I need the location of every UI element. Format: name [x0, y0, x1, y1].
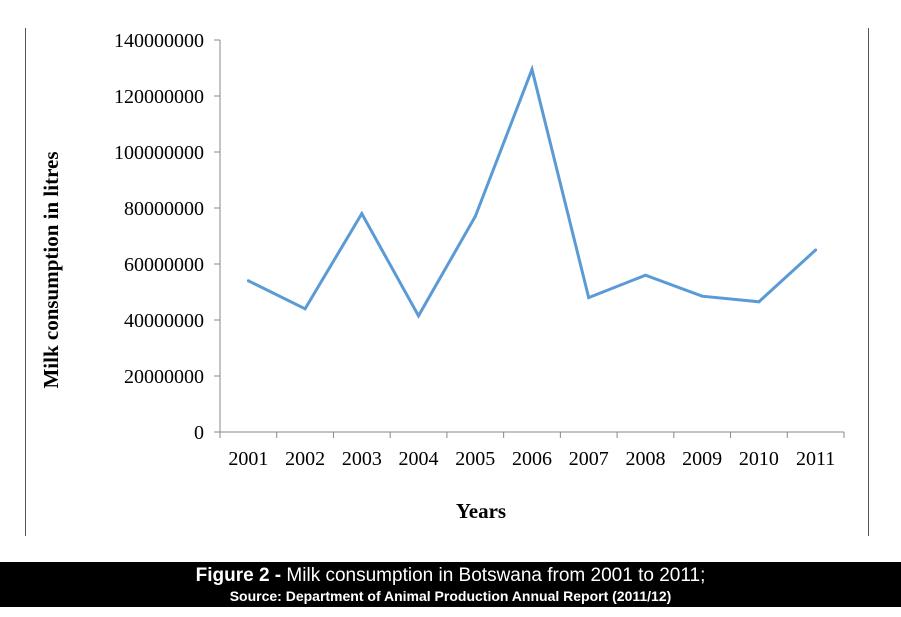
data-series — [246, 64, 818, 319]
y-tick-label: 20000000 — [124, 366, 204, 388]
data-point — [473, 214, 477, 218]
data-point — [757, 300, 761, 304]
figure-caption: Figure 2 - Milk consumption in Botswana … — [0, 562, 901, 607]
data-point — [360, 212, 364, 216]
data-point — [303, 307, 307, 311]
data-point — [530, 67, 534, 71]
axes — [214, 39, 845, 438]
x-tick-label: 2007 — [569, 448, 609, 470]
x-tick-label: 2003 — [342, 448, 382, 470]
data-point — [246, 279, 250, 283]
x-tick-label: 2010 — [739, 448, 779, 470]
data-point — [814, 248, 818, 252]
milk-consumption-line-chart: 0 20000000 40000000 60000000 80000000 1000000… — [39, 30, 845, 523]
y-tick-label: 120000000 — [114, 86, 204, 108]
y-axis-title: Milk consumption in litres — [39, 151, 63, 388]
series-line — [247, 64, 817, 319]
x-axis-title: Years — [456, 499, 506, 523]
x-tick-label: 2004 — [399, 448, 439, 470]
x-tick-label: 2006 — [512, 448, 552, 470]
y-tick-label: 0 — [194, 422, 204, 444]
y-tick-label: 80000000 — [124, 198, 204, 220]
caption-title: Figure 2 - Milk consumption in Botswana … — [0, 562, 901, 588]
data-point — [417, 314, 421, 318]
y-tick-label: 100000000 — [114, 142, 204, 164]
x-tick-label: 2008 — [625, 448, 665, 470]
figure-frame-left-edge — [25, 28, 26, 536]
y-tick-labels: 0 20000000 40000000 60000000 80000000 1000000… — [114, 30, 204, 444]
figure-number-label: Figure 2 - — [195, 565, 287, 586]
data-point — [700, 294, 704, 298]
data-point — [643, 273, 647, 277]
x-tick-labels: 2001 2002 2003 2004 2005 2006 2007 2008 2009 2010… — [228, 448, 835, 470]
x-tick-label: 2011 — [796, 448, 835, 470]
data-point — [587, 296, 591, 300]
x-tick-label: 2001 — [228, 448, 268, 470]
caption-source: Source: Department of Animal Production … — [229, 588, 672, 604]
x-tick-label: 2002 — [285, 448, 325, 470]
y-tick-label: 40000000 — [124, 310, 204, 332]
y-tick-label: 140000000 — [114, 30, 204, 52]
y-tick-label: 60000000 — [124, 254, 204, 276]
x-tick-label: 2005 — [455, 448, 495, 470]
x-tick-label: 2009 — [682, 448, 722, 470]
caption-text: Milk consumption in Botswana from 2001 t… — [286, 565, 706, 586]
figure-frame-right-edge — [868, 28, 869, 536]
